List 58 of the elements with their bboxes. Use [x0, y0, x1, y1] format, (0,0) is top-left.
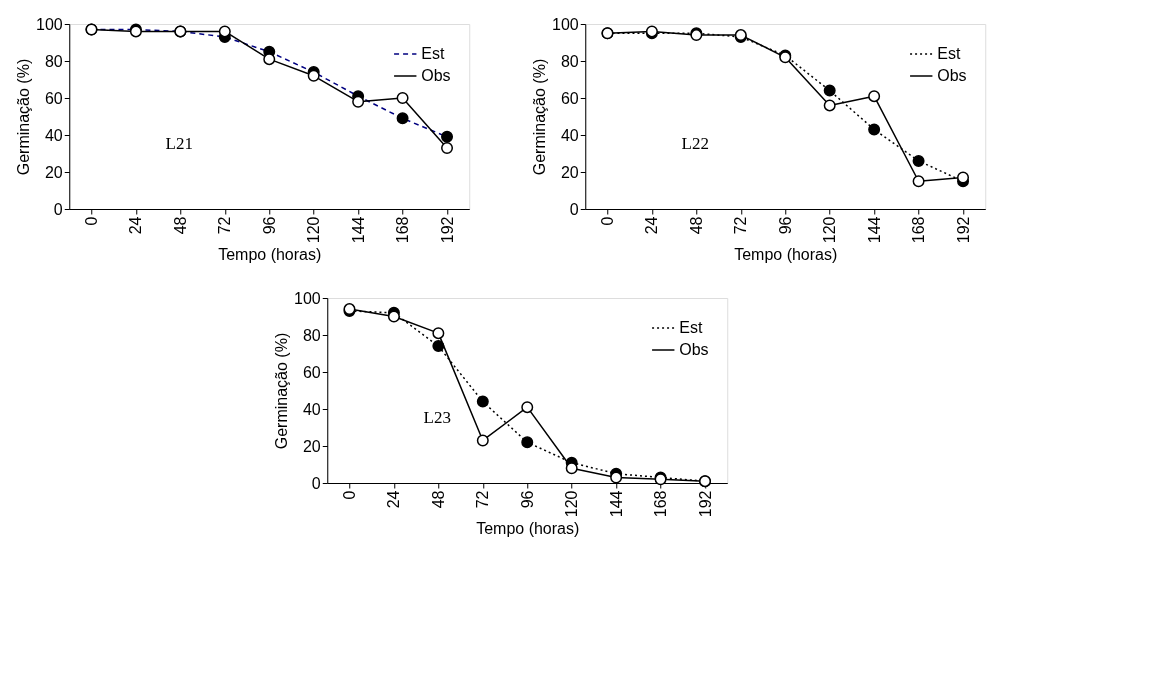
x-tick-label: 192 — [954, 216, 972, 244]
x-tick-label: 0 — [82, 216, 100, 226]
y-tick-label: 40 — [560, 126, 579, 144]
legend-label: Est — [421, 45, 445, 62]
legend-label: Est — [937, 45, 961, 62]
y-tick-label: 60 — [44, 89, 63, 107]
x-tick-label: 144 — [349, 216, 367, 244]
y-tick-label: 20 — [44, 163, 63, 181]
y-axis-title: Germinação (%) — [273, 332, 291, 450]
y-tick-label: 100 — [36, 15, 63, 33]
y-tick-label: 40 — [302, 400, 321, 418]
y-tick-label: 20 — [560, 163, 579, 181]
x-tick-label: 72 — [732, 216, 750, 235]
legend-label: Est — [679, 319, 703, 336]
x-tick-label: 120 — [821, 216, 839, 244]
x-tick-label: 48 — [687, 216, 705, 235]
x-tick-label: 48 — [429, 490, 447, 509]
legend-label: Obs — [937, 67, 967, 84]
x-axis-title: Tempo (horas) — [218, 246, 322, 264]
y-tick-label: 0 — [311, 474, 321, 492]
annotation: L22 — [681, 134, 709, 153]
x-tick-label: 120 — [563, 490, 581, 518]
x-tick-label: 168 — [652, 490, 670, 518]
x-axis-title: Tempo (horas) — [476, 520, 580, 538]
legend-label: Obs — [679, 341, 709, 358]
y-tick-label: 40 — [44, 126, 63, 144]
x-tick-label: 144 — [607, 490, 625, 518]
x-tick-label: 96 — [776, 216, 794, 235]
x-tick-label: 168 — [910, 216, 928, 244]
x-tick-label: 48 — [171, 216, 189, 235]
y-tick-label: 80 — [302, 326, 321, 344]
y-tick-label: 100 — [552, 15, 579, 33]
x-tick-label: 24 — [127, 216, 145, 235]
y-tick-label: 60 — [302, 363, 321, 381]
x-tick-label: 144 — [865, 216, 883, 244]
legend-label: Obs — [421, 67, 451, 84]
x-tick-label: 24 — [385, 490, 403, 509]
y-tick-label: 80 — [44, 52, 63, 70]
x-tick-label: 192 — [438, 216, 456, 244]
y-tick-label: 80 — [560, 52, 579, 70]
annotation: L23 — [423, 408, 451, 427]
x-tick-label: 96 — [518, 490, 536, 509]
x-tick-label: 96 — [260, 216, 278, 235]
x-tick-label: 0 — [340, 490, 358, 500]
x-tick-label: 192 — [696, 490, 714, 518]
x-tick-label: 72 — [216, 216, 234, 235]
y-axis-title: Germinação (%) — [15, 58, 33, 176]
x-tick-label: 72 — [474, 490, 492, 509]
y-axis-title: Germinação (%) — [531, 58, 549, 176]
annotation: L21 — [165, 134, 193, 153]
x-tick-label: 120 — [305, 216, 323, 244]
y-tick-label: 20 — [302, 437, 321, 455]
y-tick-label: 100 — [294, 289, 321, 307]
x-tick-label: 168 — [394, 216, 412, 244]
x-axis-title: Tempo (horas) — [734, 246, 838, 264]
x-tick-label: 0 — [598, 216, 616, 226]
x-tick-label: 24 — [643, 216, 661, 235]
y-tick-label: 60 — [560, 89, 579, 107]
